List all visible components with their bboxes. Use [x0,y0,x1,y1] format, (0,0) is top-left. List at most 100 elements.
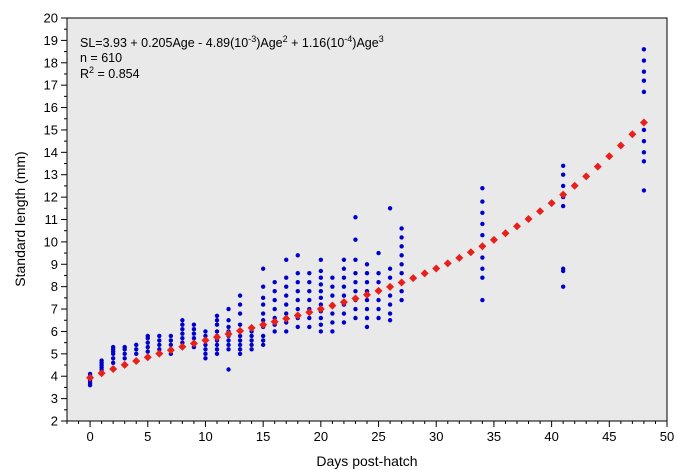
observed-point [399,235,404,240]
observed-point [203,342,208,348]
observed-point [307,271,312,276]
y-tick-label: 3 [51,391,58,406]
fitted-point [120,360,129,369]
fitted-point [201,336,210,345]
observed-point [272,288,277,294]
y-tick-label: 2 [51,414,58,429]
observed-point [249,342,254,348]
observed-point [318,329,324,334]
fitted-point [524,214,533,223]
fitted-point [166,346,175,355]
observed-point [318,322,324,327]
observed-point [480,185,485,191]
observed-point [641,89,647,95]
x-axis: 0 5 10 15 20 25 30 35 40 45 50 [66,421,674,444]
fitted-point [143,353,152,362]
fitted-point [236,326,245,335]
observed-point [399,271,404,276]
fitted-point [132,357,141,366]
observed-point [295,288,300,294]
observed-point [237,333,243,339]
observed-point [399,244,404,249]
observed-point [307,297,312,303]
observed-point [295,271,300,276]
observed-point [203,347,208,352]
y-tick-label: 8 [51,279,58,294]
observed-point [560,266,566,271]
observed-point [399,253,404,258]
observed-point [203,329,208,334]
observed-point [145,340,150,345]
observed-point [318,275,324,280]
observed-point [237,347,243,352]
observed-point [260,295,266,301]
observed-point [387,318,393,323]
observed-point [307,279,312,285]
y-tick-label: 17 [44,78,58,93]
y-tick-label: 13 [44,167,58,182]
observed-point [341,275,347,280]
observed-point [295,306,300,312]
observed-point [641,58,647,63]
observed-point [214,351,220,357]
observed-point [399,288,404,294]
observed-point [249,338,254,343]
observed-point [145,349,150,354]
y-tick-label: 19 [44,33,58,48]
observed-point [226,367,231,372]
observed-point [214,322,220,327]
observed-point [284,257,289,262]
observed-point [376,297,381,303]
observed-point [480,210,485,215]
observed-point [260,302,266,307]
x-tick-label: 0 [86,429,93,444]
observed-point [295,253,300,258]
fitted-point [455,253,464,262]
observed-point [353,306,358,312]
observed-point [376,279,381,285]
observed-point [237,311,243,316]
observed-point [168,342,174,348]
fitted-point [270,317,279,326]
observed-point [203,356,208,361]
observed-point [110,360,116,365]
fitted-point [466,248,475,257]
y-tick-label: 16 [44,100,58,115]
fitted-point [432,264,441,273]
observed-point [203,333,208,339]
observed-point [180,318,185,323]
observed-point [237,351,243,357]
fitted-point [639,118,648,127]
observed-point [560,183,566,189]
observed-point [272,329,277,334]
observed-point [284,329,289,334]
observed-point [353,257,358,262]
observed-point [214,342,220,348]
observed-point [134,347,139,352]
observed-point [353,215,358,220]
fitted-point [155,349,164,358]
observed-point [122,344,127,350]
observed-point [341,311,347,316]
observed-point [641,127,647,133]
observed-point [318,295,324,301]
fitted-point [536,207,545,216]
observed-point [480,275,485,280]
observed-point [364,324,370,330]
observed-point [307,288,312,294]
observed-point [364,306,370,312]
observed-point [284,302,289,307]
observed-point [191,327,197,332]
observed-point [110,344,116,350]
observed-point [145,333,150,339]
observed-point [180,331,185,336]
observed-point [157,342,162,348]
fitted-point [86,373,95,382]
fitted-point [605,152,614,161]
x-tick-label: 35 [487,429,501,444]
observed-point [387,311,393,316]
y-tick-label: 4 [51,369,58,384]
observed-point [260,333,266,339]
observed-point [272,279,277,285]
observed-point [284,293,289,298]
